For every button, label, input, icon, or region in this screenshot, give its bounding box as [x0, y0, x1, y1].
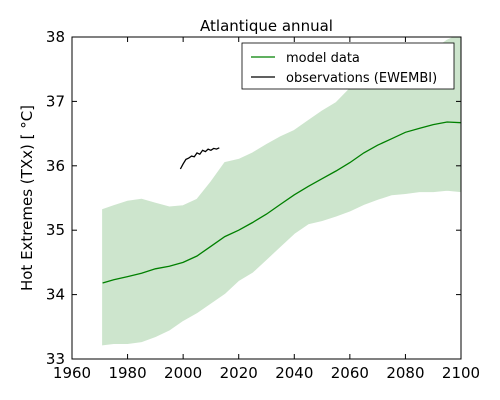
x-tick-label: 2080: [386, 364, 424, 382]
x-tick-label: 2000: [164, 364, 202, 382]
x-tick-label: 1960: [53, 364, 91, 382]
legend-label: observations (EWEMBI): [286, 71, 437, 86]
plot-area: [102, 37, 461, 346]
y-tick-label: 33: [46, 350, 65, 368]
x-tick-label: 2040: [275, 364, 313, 382]
observations-line: [179, 147, 220, 170]
x-tick-label: 2020: [220, 364, 258, 382]
y-tick-label: 34: [46, 286, 65, 304]
legend-label: model data: [286, 51, 360, 66]
model-data-line: [102, 121, 461, 284]
x-tick-label: 2060: [331, 364, 369, 382]
y-axis-label: Hot Extremes (TXx) [ °C]: [18, 105, 36, 291]
x-tick-label: 2100: [442, 364, 480, 382]
y-tick-label: 36: [46, 157, 65, 175]
legend-box: [241, 42, 455, 90]
axes-frame: [71, 36, 462, 360]
y-tick-label: 35: [46, 221, 65, 239]
model-range-band: [102, 37, 461, 346]
x-tick-label: 1980: [108, 364, 146, 382]
y-tick-label: 37: [46, 92, 65, 110]
legend: model data observations (EWEMBI): [241, 42, 455, 90]
chart-title: Atlantique annual: [200, 17, 333, 35]
y-tick-label: 38: [46, 28, 65, 46]
